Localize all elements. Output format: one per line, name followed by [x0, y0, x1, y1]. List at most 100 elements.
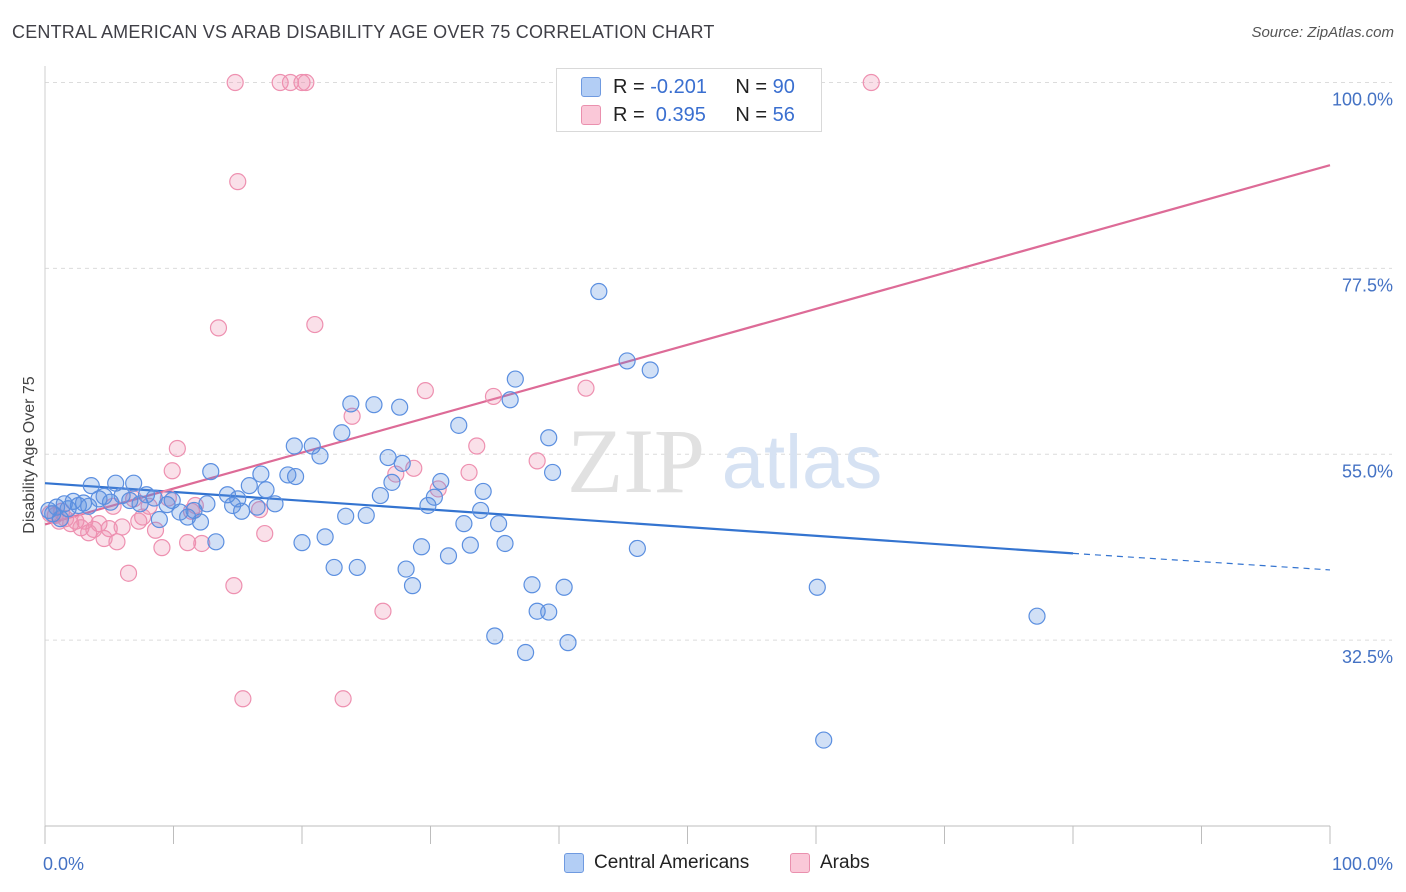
- data-point-central-americans: [191, 513, 210, 531]
- data-point-central-americans: [412, 538, 431, 556]
- data-point-arabs: [113, 518, 131, 536]
- data-point-central-americans: [252, 465, 270, 483]
- data-point-central-americans: [82, 477, 100, 495]
- legend-swatch-blue: [581, 77, 601, 97]
- data-point-central-americans: [207, 533, 225, 551]
- data-point-central-americans: [342, 395, 360, 413]
- data-point-central-americans: [179, 508, 197, 526]
- data-point-arabs: [460, 463, 478, 482]
- legend-swatch-blue: [564, 853, 584, 873]
- data-point-arabs: [56, 510, 75, 528]
- data-point-central-americans: [257, 481, 275, 499]
- legend-r-value: -0.201: [650, 75, 707, 98]
- legend-n-label: N =: [735, 103, 768, 126]
- data-point-central-americans: [641, 361, 659, 379]
- data-point-arabs: [119, 564, 138, 582]
- data-point-arabs: [234, 690, 252, 708]
- watermark: ZIP atlas: [567, 410, 882, 512]
- data-point-central-americans: [397, 560, 415, 578]
- data-point-arabs: [95, 529, 113, 548]
- data-point-central-americans: [198, 495, 216, 513]
- data-point-arabs: [416, 382, 434, 400]
- data-point-arabs: [343, 407, 361, 425]
- data-point-arabs: [387, 465, 405, 483]
- data-point-central-americans: [333, 424, 351, 442]
- chart-title: CENTRAL AMERICAN VS ARAB DISABILITY AGE …: [12, 22, 715, 42]
- data-point-central-americans: [371, 486, 389, 505]
- y-tick-label: 77.5%: [1342, 275, 1393, 295]
- data-point-arabs: [100, 520, 118, 538]
- tick-labels: 32.5% 55.0% 77.5% 100.0% 0.0% 100.0%: [43, 90, 1393, 874]
- data-point-arabs: [134, 508, 152, 526]
- data-point-arabs: [146, 521, 165, 539]
- data-point-arabs: [168, 439, 186, 458]
- data-point-central-americans: [266, 495, 284, 513]
- data-point-central-americans: [618, 352, 636, 370]
- data-point-central-americans: [348, 558, 366, 577]
- data-point-arabs: [293, 73, 311, 92]
- data-point-central-americans: [455, 515, 473, 533]
- data-point-central-americans: [543, 463, 562, 482]
- data-point-arabs: [193, 534, 211, 553]
- data-point-central-americans: [1028, 607, 1046, 625]
- data-point-arabs: [577, 379, 595, 397]
- data-point-central-americans: [472, 501, 490, 520]
- data-point-central-americans: [286, 467, 305, 486]
- data-point-central-americans: [506, 370, 524, 388]
- legend-row-arabs: R = 0.395 N = 56: [581, 101, 795, 129]
- data-point-central-americans: [218, 486, 237, 504]
- trend-line-central-americans: [44, 482, 1074, 555]
- data-point-central-americans: [357, 506, 375, 524]
- legend-label: Central Americans: [594, 852, 750, 873]
- legend-n-value: 90: [772, 75, 795, 98]
- data-point-central-americans: [450, 416, 468, 434]
- data-point-arabs: [226, 73, 244, 92]
- data-point-central-americans: [555, 578, 573, 596]
- data-point-arabs: [250, 501, 269, 519]
- data-point-central-americans: [248, 498, 266, 516]
- grid-lines: [45, 82, 1392, 641]
- data-point-central-americans: [540, 429, 558, 447]
- legend-swatch-pink: [790, 853, 810, 873]
- data-point-central-americans: [425, 488, 443, 506]
- y-tick-label: 32.5%: [1342, 647, 1393, 667]
- axes: [44, 66, 1331, 844]
- data-point-central-americans: [337, 507, 355, 525]
- legend-r-label: R =: [613, 103, 645, 126]
- data-point-arabs: [862, 73, 880, 92]
- data-point-central-americans: [490, 515, 508, 533]
- data-point-central-americans: [439, 547, 458, 565]
- data-point-central-americans: [365, 396, 383, 414]
- series-central-americans-points: [40, 282, 1046, 749]
- data-point-central-americans: [432, 472, 450, 491]
- data-point-central-americans: [293, 534, 311, 552]
- data-point-central-americans: [391, 398, 409, 416]
- data-point-central-americans: [95, 487, 113, 505]
- data-point-arabs: [163, 462, 181, 480]
- stats-legend: R = -0.201 N = 90 R = 0.395 N = 56: [556, 68, 822, 132]
- data-point-arabs: [229, 173, 247, 191]
- data-point-central-americans: [150, 510, 168, 529]
- data-point-central-americans: [516, 643, 535, 662]
- legend-swatch-pink: [581, 105, 601, 125]
- data-point-central-americans: [403, 577, 422, 595]
- data-point-central-americans: [486, 627, 504, 645]
- trend-lines: [44, 164, 1331, 571]
- watermark-zip: ZIP: [567, 410, 705, 512]
- data-point-central-americans: [383, 473, 401, 491]
- data-point-central-americans: [233, 502, 251, 520]
- data-point-arabs: [209, 319, 228, 337]
- data-point-central-americans: [496, 534, 514, 553]
- watermark-atlas: atlas: [722, 420, 883, 505]
- legend-row-central-americans: R = -0.201 N = 90: [581, 73, 795, 101]
- legend-label: Arabs: [820, 852, 870, 873]
- trend-line-central-americans-extension: [1072, 552, 1331, 571]
- data-point-central-americans: [501, 391, 519, 409]
- data-point-central-americans: [540, 603, 558, 621]
- data-point-arabs: [306, 315, 324, 334]
- data-point-central-americans: [125, 474, 143, 492]
- series-arabs-points: [41, 73, 880, 708]
- legend-n-label: N =: [735, 75, 768, 98]
- x-tick-label: 100.0%: [1332, 854, 1393, 874]
